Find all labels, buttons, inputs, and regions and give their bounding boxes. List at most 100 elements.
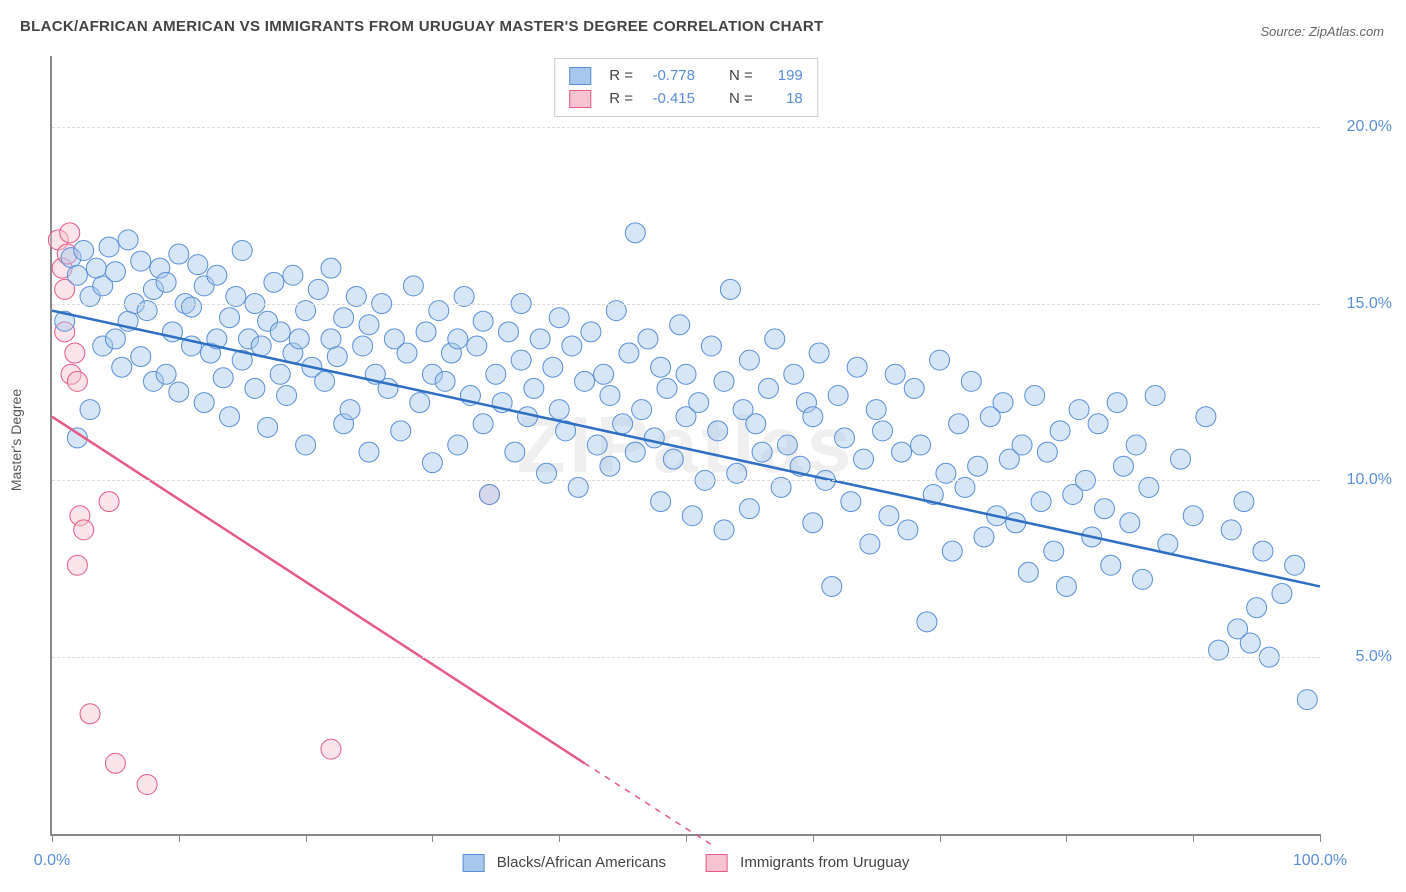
point-pink — [65, 343, 85, 363]
point-blue — [524, 378, 544, 398]
point-blue — [657, 378, 677, 398]
point-blue — [105, 329, 125, 349]
point-blue — [340, 400, 360, 420]
point-blue — [289, 329, 309, 349]
xtick — [432, 834, 433, 842]
point-blue — [689, 393, 709, 413]
xtick — [813, 834, 814, 842]
point-blue — [777, 435, 797, 455]
point-blue — [264, 272, 284, 292]
point-blue — [549, 308, 569, 328]
legend-bottom: Blacks/African Americans Immigrants from… — [463, 854, 910, 872]
trend-dash-pink — [585, 763, 712, 844]
point-blue — [270, 322, 290, 342]
point-blue — [270, 364, 290, 384]
point-blue — [1012, 435, 1032, 455]
point-blue — [575, 371, 595, 391]
point-blue — [739, 350, 759, 370]
chart-title: BLACK/AFRICAN AMERICAN VS IMMIGRANTS FRO… — [20, 18, 823, 35]
point-blue — [809, 343, 829, 363]
point-blue — [321, 258, 341, 278]
point-blue — [296, 435, 316, 455]
xtick — [1320, 834, 1321, 842]
point-blue — [511, 350, 531, 370]
xtick — [52, 834, 53, 842]
ytick-label: 20.0% — [1347, 118, 1392, 136]
point-blue — [860, 534, 880, 554]
point-blue — [638, 329, 658, 349]
plot-svg — [52, 56, 1320, 834]
point-blue — [904, 378, 924, 398]
point-blue — [232, 241, 252, 261]
point-blue — [1234, 492, 1254, 512]
point-blue — [1126, 435, 1146, 455]
point-blue — [67, 265, 87, 285]
point-blue — [397, 343, 417, 363]
xtick — [1193, 834, 1194, 842]
point-blue — [625, 223, 645, 243]
point-blue — [188, 255, 208, 275]
point-blue — [676, 364, 696, 384]
y-axis-label: Master's Degree — [8, 389, 24, 491]
point-pink — [60, 223, 80, 243]
point-blue — [1240, 633, 1260, 653]
point-pink — [99, 492, 119, 512]
point-pink — [105, 753, 125, 773]
point-blue — [213, 368, 233, 388]
point-blue — [600, 385, 620, 405]
point-blue — [847, 357, 867, 377]
point-blue — [1050, 421, 1070, 441]
point-blue — [632, 400, 652, 420]
plot-area: ZIPatlas R = -0.778 N = 199 R = -0.415 N… — [50, 56, 1320, 836]
xtick — [940, 834, 941, 842]
xtick — [559, 834, 560, 842]
point-blue — [308, 279, 328, 299]
legend-label-blue: Blacks/African Americans — [497, 854, 666, 871]
point-blue — [549, 400, 569, 420]
point-pink — [321, 739, 341, 759]
xtick — [686, 834, 687, 842]
point-blue — [479, 485, 499, 505]
point-blue — [1094, 499, 1114, 519]
gridline — [52, 480, 1320, 481]
point-blue — [258, 417, 278, 437]
point-blue — [949, 414, 969, 434]
point-blue — [467, 336, 487, 356]
point-blue — [562, 336, 582, 356]
point-blue — [822, 576, 842, 596]
point-pink — [137, 774, 157, 794]
point-blue — [327, 347, 347, 367]
point-blue — [866, 400, 886, 420]
point-blue — [391, 421, 411, 441]
gridline — [52, 127, 1320, 128]
point-blue — [156, 364, 176, 384]
point-blue — [613, 414, 633, 434]
swatch-blue — [463, 854, 485, 872]
ytick-label: 5.0% — [1356, 648, 1392, 666]
point-blue — [169, 382, 189, 402]
point-blue — [194, 393, 214, 413]
point-blue — [873, 421, 893, 441]
legend-label-pink: Immigrants from Uruguay — [740, 854, 909, 871]
source-label: Source: ZipAtlas.com — [1260, 24, 1384, 39]
point-blue — [105, 262, 125, 282]
point-blue — [1031, 492, 1051, 512]
point-blue — [1145, 385, 1165, 405]
point-blue — [911, 435, 931, 455]
point-blue — [1196, 407, 1216, 427]
point-blue — [448, 329, 468, 349]
point-blue — [1101, 555, 1121, 575]
point-blue — [74, 241, 94, 261]
point-blue — [758, 378, 778, 398]
point-blue — [746, 414, 766, 434]
point-blue — [181, 297, 201, 317]
point-blue — [353, 336, 373, 356]
point-blue — [1253, 541, 1273, 561]
point-blue — [1247, 598, 1267, 618]
gridline — [52, 657, 1320, 658]
point-blue — [1285, 555, 1305, 575]
point-blue — [473, 414, 493, 434]
point-blue — [118, 230, 138, 250]
point-blue — [993, 393, 1013, 413]
point-blue — [898, 520, 918, 540]
